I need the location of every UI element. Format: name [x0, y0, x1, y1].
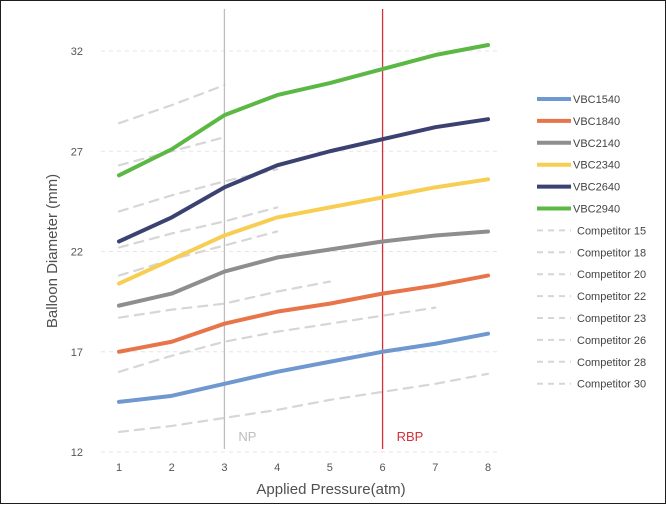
x-tick-label: 5 — [327, 462, 333, 474]
reference-label-rbp: RBP — [397, 429, 424, 444]
x-tick-label: 3 — [221, 462, 227, 474]
y-tick-label: 27 — [71, 146, 83, 158]
y-tick-label: 32 — [71, 46, 83, 58]
reference-label-np: NP — [238, 429, 256, 444]
y-tick-label: 22 — [71, 247, 83, 259]
reference-lines: NP RBP — [223, 9, 424, 449]
series-line-8 — [117, 280, 331, 319]
legend-label: Competitor 26 — [577, 335, 646, 347]
legend-label: Competitor 15 — [577, 225, 646, 237]
series-line-1 — [117, 273, 490, 354]
x-tick-label: 2 — [169, 462, 175, 474]
series-line-0 — [117, 331, 490, 404]
legend-label: VBC2940 — [573, 204, 620, 216]
x-tick-label: 4 — [274, 462, 280, 474]
legend-label: Competitor 28 — [577, 357, 646, 369]
x-axis-title: Applied Pressure(atm) — [256, 481, 405, 498]
legend-label: VBC2640 — [573, 182, 620, 194]
x-tick-label: 8 — [485, 462, 491, 474]
legend-label: VBC1840 — [573, 116, 620, 128]
legend-label: VBC1540 — [573, 94, 620, 106]
x-tick-label: 7 — [432, 462, 438, 474]
legend-label: Competitor 18 — [577, 247, 646, 259]
legend-label: Competitor 22 — [577, 291, 646, 303]
legend-label: VBC2140 — [573, 138, 620, 150]
grid — [101, 50, 501, 453]
y-tick-label: 12 — [71, 447, 83, 459]
series-line-5 — [117, 42, 490, 178]
legend-label: Competitor 30 — [577, 379, 646, 391]
competitor-lines — [117, 83, 490, 434]
legend-label: Competitor 20 — [577, 269, 646, 281]
x-tick-label: 1 — [116, 462, 122, 474]
series-line-6 — [117, 372, 490, 434]
series-lines — [117, 42, 490, 404]
series-line-10 — [117, 206, 279, 249]
series-line-7 — [117, 306, 437, 373]
y-tick-label: 17 — [71, 347, 83, 359]
legend: VBC1540 VBC1840 VBC2140 VBC2340 VBC2640 VBC29… — [537, 94, 646, 391]
series-line-13 — [117, 83, 226, 125]
x-tick-label: 6 — [380, 462, 386, 474]
legend-label: VBC2340 — [573, 160, 620, 172]
series-line-3 — [117, 177, 490, 286]
legend-label: Competitor 23 — [577, 313, 646, 325]
y-axis-title: Balloon Diameter (mm) — [44, 174, 61, 328]
series-line-9 — [117, 230, 279, 277]
series-line-4 — [117, 117, 490, 244]
series-line-2 — [117, 229, 490, 308]
